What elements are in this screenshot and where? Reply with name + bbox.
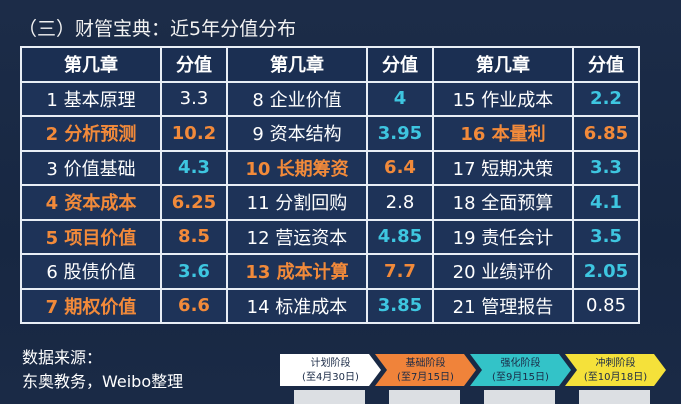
phase-box — [484, 390, 555, 404]
score-cell: 6.25 — [160, 184, 228, 221]
header-cell: 分值 — [160, 46, 228, 83]
table-row: 6 股债价值 3.6 13 成本计算 7.7 20 业绩评价 2.05 — [20, 253, 640, 290]
header-cell: 分值 — [366, 46, 434, 83]
chapter-cell: 18 全面预算 — [432, 184, 574, 221]
source-text: 东奥教务，Weibo整理 — [22, 372, 184, 391]
table-row: 3 价值基础 4.3 10 长期筹资 6.4 17 短期决策 3.3 — [20, 149, 640, 186]
chapter-cell: 11 分割回购 — [226, 184, 368, 221]
phase-date: (至7月15日) — [397, 371, 454, 383]
chapter-cell: 17 短期决策 — [432, 149, 574, 186]
header-cell: 分值 — [572, 46, 640, 83]
chapter-cell: 15 作业成本 — [432, 80, 574, 117]
chapter-cell: 14 标准成本 — [226, 287, 368, 324]
score-cell: 4.1 — [572, 184, 640, 221]
phase-arrow — [375, 354, 476, 386]
phase-arrow — [470, 354, 571, 386]
source-label: 数据来源： — [22, 348, 103, 367]
chapter-cell: 12 营运资本 — [226, 218, 368, 255]
header-cell: 第几章 — [432, 46, 574, 83]
score-cell: 4 — [366, 80, 434, 117]
table-row: 1 基本原理 3.3 8 企业价值 4 15 作业成本 2.2 — [20, 80, 640, 117]
score-cell: 0.85 — [572, 287, 640, 324]
score-cell: 3.3 — [572, 149, 640, 186]
header-cell: 第几章 — [20, 46, 162, 83]
phase-arrow — [565, 354, 666, 386]
phase-name: 计划阶段 — [311, 356, 351, 369]
slide-title: （三）财管宝典：近5年分值分布 — [18, 18, 297, 40]
score-cell: 3.85 — [366, 287, 434, 324]
score-cell: 2.2 — [572, 80, 640, 117]
score-cell: 6.6 — [160, 287, 228, 324]
table-row: 2 分析预测 10.2 9 资本结构 3.95 16 本量利 6.85 — [20, 115, 640, 152]
score-cell: 3.5 — [572, 218, 640, 255]
phase-arrow — [280, 354, 381, 386]
phase-name: 强化阶段 — [501, 356, 541, 369]
chapter-cell: 5 项目价值 — [20, 218, 162, 255]
phase-name: 冲刺阶段 — [596, 356, 636, 369]
header-row: 第几章 分值 第几章 分值 第几章 分值 — [20, 46, 640, 83]
chapter-cell: 1 基本原理 — [20, 80, 162, 117]
table-row: 7 期权价值 6.6 14 标准成本 3.85 21 管理报告 0.85 — [20, 287, 640, 324]
chapter-cell: 2 分析预测 — [20, 115, 162, 152]
chapter-cell: 8 企业价值 — [226, 80, 368, 117]
phase-box — [294, 390, 365, 404]
chapter-cell: 21 管理报告 — [432, 287, 574, 324]
chapter-cell: 9 资本结构 — [226, 115, 368, 152]
score-cell: 10.2 — [160, 115, 228, 152]
chapter-cell: 19 责任会计 — [432, 218, 574, 255]
chapter-cell: 6 股债价值 — [20, 253, 162, 290]
chapter-cell: 10 长期筹资 — [226, 149, 368, 186]
phase-date: (至4月30日) — [302, 371, 359, 383]
score-cell: 7.7 — [366, 253, 434, 290]
phase-box — [579, 390, 650, 404]
score-cell: 2.05 — [572, 253, 640, 290]
score-cell: 3.6 — [160, 253, 228, 290]
chapter-cell: 4 资本成本 — [20, 184, 162, 221]
score-cell: 3.3 — [160, 80, 228, 117]
score-cell: 6.4 — [366, 149, 434, 186]
phase-date: (至9月15日) — [492, 371, 549, 383]
chapter-cell: 7 期权价值 — [20, 287, 162, 324]
chapter-cell: 3 价值基础 — [20, 149, 162, 186]
phase-box — [389, 390, 460, 404]
table-row: 4 资本成本 6.25 11 分割回购 2.8 18 全面预算 4.1 — [20, 184, 640, 221]
score-cell: 2.8 — [366, 184, 434, 221]
chapter-cell: 13 成本计算 — [226, 253, 368, 290]
score-table: 第几章 分值 第几章 分值 第几章 分值 1 基本原理 3.3 8 企业价值 4 15 作业成本 2.… — [20, 46, 640, 324]
chapter-cell: 20 业绩评价 — [432, 253, 574, 290]
chapter-cell: 16 本量利 — [432, 115, 574, 152]
header-cell: 第几章 — [226, 46, 368, 83]
score-cell: 4.85 — [366, 218, 434, 255]
score-cell: 4.3 — [160, 149, 228, 186]
score-cell: 6.85 — [572, 115, 640, 152]
score-cell: 3.95 — [366, 115, 434, 152]
phase-date: (至10月18日) — [584, 371, 647, 383]
phase-name: 基础阶段 — [406, 356, 446, 369]
score-cell: 8.5 — [160, 218, 228, 255]
table-row: 5 项目价值 8.5 12 营运资本 4.85 19 责任会计 3.5 — [20, 218, 640, 255]
